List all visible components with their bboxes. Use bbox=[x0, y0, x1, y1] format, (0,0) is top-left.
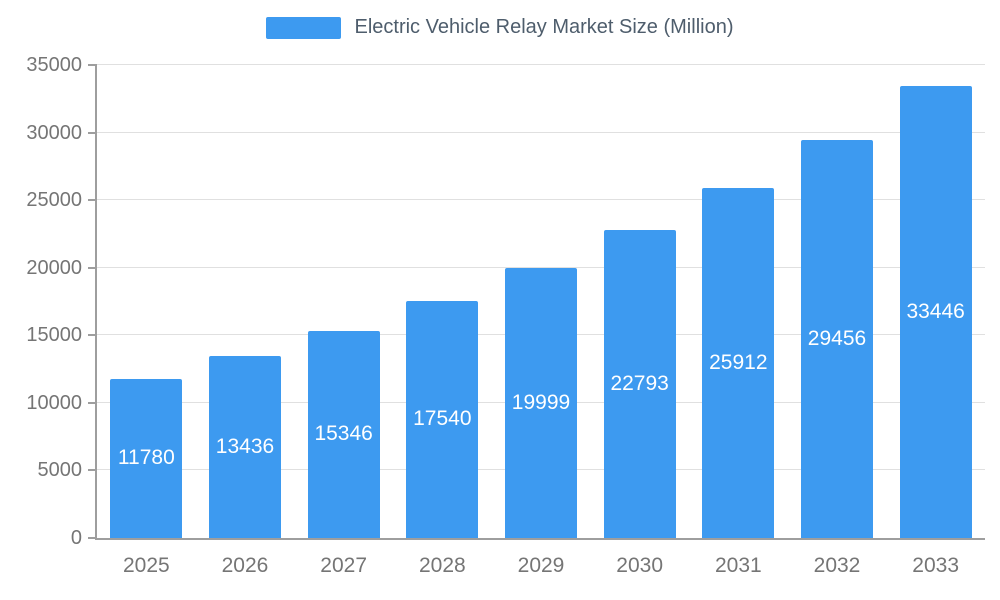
x-axis-tick-label: 2031 bbox=[714, 554, 762, 577]
y-axis-tick-label: 35000 bbox=[26, 54, 82, 76]
legend-label: Electric Vehicle Relay Market Size (Mill… bbox=[354, 16, 734, 38]
x-axis-tick-label: 2026 bbox=[221, 554, 269, 577]
bar-value-label: 11780 bbox=[117, 446, 175, 470]
y-axis-tick-label: 10000 bbox=[26, 391, 82, 414]
bar-value-label: 22793 bbox=[610, 371, 669, 395]
bar-value-label: 13436 bbox=[215, 435, 275, 459]
bar-value-label: 15346 bbox=[314, 422, 373, 446]
bar-2031[interactable]: 25912 bbox=[702, 187, 775, 538]
gridline bbox=[97, 64, 985, 65]
bar-2030[interactable]: 22793 bbox=[603, 229, 676, 538]
x-axis-tick-label: 2028 bbox=[418, 554, 466, 577]
x-axis-tick-label: 2030 bbox=[616, 554, 664, 577]
x-axis-tick-label: 2032 bbox=[813, 554, 861, 577]
plot-area: 0 5000 10000 15000 20000 25000 30000 35000 11780… bbox=[26, 55, 985, 577]
y-axis-tick bbox=[88, 131, 97, 134]
y-axis-tick-label: 0 bbox=[70, 527, 82, 549]
legend-swatch-icon bbox=[266, 16, 342, 39]
bar-value-label: 19999 bbox=[511, 390, 571, 414]
y-axis-tick-label: 15000 bbox=[26, 324, 82, 347]
y-axis-tick bbox=[88, 537, 97, 539]
y-axis-tick bbox=[88, 469, 97, 472]
x-axis-tick-label: 2027 bbox=[320, 554, 368, 577]
x-axis-tick-label: 2033 bbox=[912, 554, 960, 577]
gridline bbox=[97, 199, 985, 201]
y-axis-tick bbox=[88, 334, 97, 337]
bar-2028[interactable]: 17540 bbox=[406, 300, 479, 538]
x-axis-tick-label: 2029 bbox=[517, 554, 565, 577]
x-axis-tick-label: 2025 bbox=[122, 554, 170, 577]
y-axis-tick bbox=[88, 401, 97, 404]
bar-2032[interactable]: 29456 bbox=[801, 139, 873, 538]
y-axis-tick-label: 25000 bbox=[26, 189, 82, 212]
y-axis-tick-label: 5000 bbox=[37, 459, 83, 482]
bar-2026[interactable]: 13436 bbox=[208, 356, 281, 538]
y-axis-tick-label: 20000 bbox=[26, 256, 82, 279]
bar-value-label: 29456 bbox=[807, 326, 867, 350]
y-axis-tick bbox=[88, 199, 97, 202]
legend[interactable]: Electric Vehicle Relay Market Size (Mill… bbox=[0, 16, 1000, 39]
bar-value-label: 33446 bbox=[906, 300, 965, 323]
bar-value-label: 25912 bbox=[709, 350, 768, 374]
bar-2027[interactable]: 15346 bbox=[307, 330, 380, 538]
bar-2033[interactable]: 33446 bbox=[899, 86, 972, 538]
gridline bbox=[97, 131, 985, 133]
gridline bbox=[97, 266, 985, 268]
bar-2029[interactable]: 19999 bbox=[505, 267, 577, 538]
y-axis-tick bbox=[88, 266, 97, 269]
bar-2025[interactable]: 11780 bbox=[110, 378, 183, 538]
bar-value-label: 17540 bbox=[413, 407, 472, 431]
y-axis-tick-label: 30000 bbox=[26, 121, 82, 144]
y-axis-tick bbox=[88, 64, 97, 66]
